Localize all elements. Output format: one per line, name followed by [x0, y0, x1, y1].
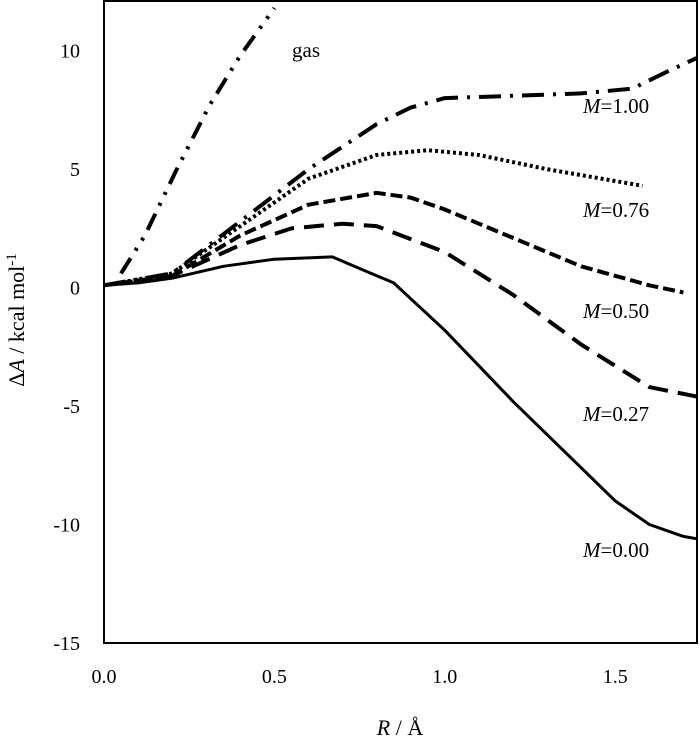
series-label: M=0.50 — [582, 299, 649, 323]
series-labels: gas M=1.00 M=0.76 M=0.50 M=0.27 M=0.00 — [292, 38, 649, 562]
y-tick-labels: 10 5 0 -5 -10 -15 — [53, 41, 80, 655]
plot-frame — [103, 0, 698, 644]
series-label: M=1.00 — [582, 94, 649, 118]
y-tick-label: -5 — [63, 396, 80, 418]
series-lines — [103, 6, 698, 541]
y-tick-label: 5 — [70, 159, 80, 181]
x-tick-label: 1.0 — [432, 666, 457, 688]
y-tick-label: -15 — [53, 633, 80, 655]
x-tick-label: 1.5 — [603, 666, 628, 688]
x-tick-label: 0.0 — [92, 666, 117, 688]
series-label: M=0.76 — [582, 198, 649, 222]
y-tick-label: 10 — [60, 41, 80, 63]
series-line-m-0-76 — [103, 148, 643, 288]
x-tick-labels: 0.0 0.5 1.0 1.5 — [92, 666, 628, 688]
series-line-gas — [119, 6, 277, 275]
series-line-m-0-50 — [103, 190, 684, 295]
series-line-m-1-00 — [103, 56, 698, 288]
y-axis-title: ΔA / kcal mol-1 — [4, 253, 29, 387]
series-line-m-0-00 — [103, 255, 698, 541]
series-label: M=0.00 — [582, 538, 649, 562]
series-line-m-0-27 — [103, 221, 698, 399]
series-label: M=0.27 — [582, 402, 649, 426]
y-tick-label: 0 — [70, 278, 80, 300]
x-axis-title: R / Å — [376, 715, 424, 740]
y-tick-label: -10 — [53, 515, 80, 537]
x-tick-label: 0.5 — [262, 666, 287, 688]
series-label: gas — [292, 38, 320, 62]
